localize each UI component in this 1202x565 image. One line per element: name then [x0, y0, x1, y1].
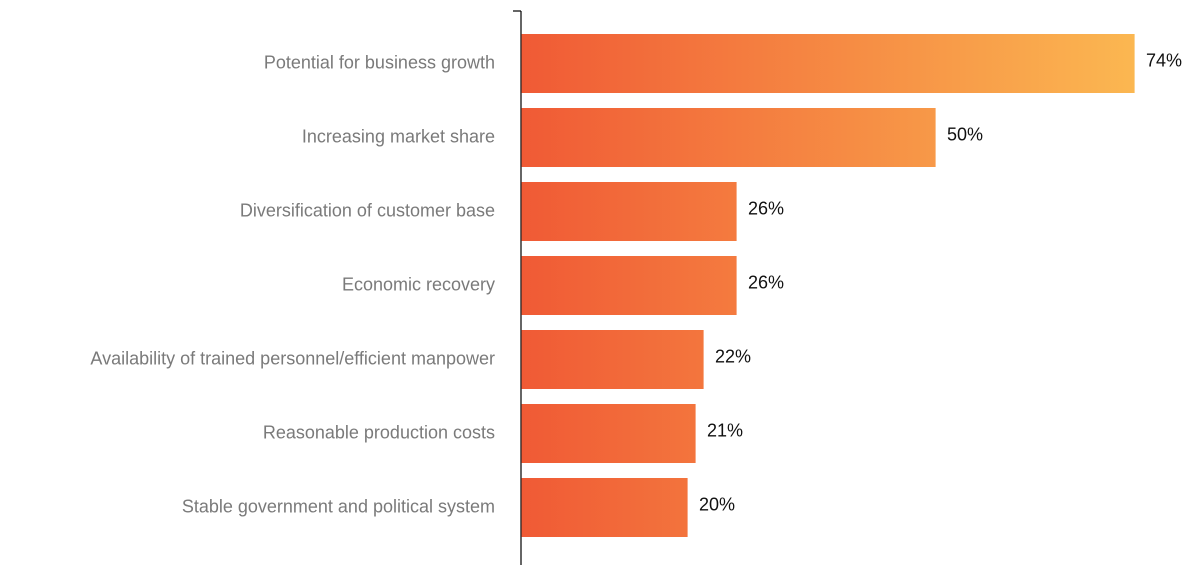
- value-label: 26%: [748, 272, 784, 292]
- bar: [521, 108, 936, 167]
- category-label: Increasing market share: [302, 126, 495, 146]
- y-axis: [513, 10, 522, 565]
- category-label: Diversification of customer base: [240, 200, 495, 220]
- category-label: Economic recovery: [342, 274, 495, 294]
- category-label: Stable government and political system: [182, 496, 495, 516]
- value-label: 74%: [1146, 50, 1182, 70]
- category-label: Reasonable production costs: [263, 422, 495, 442]
- category-labels: Potential for business growth Increasing …: [90, 52, 495, 516]
- bar: [521, 182, 737, 241]
- bars-group: [521, 34, 1135, 537]
- bar: [521, 256, 737, 315]
- category-label: Availability of trained personnel/effici…: [90, 348, 495, 368]
- bar: [521, 34, 1135, 93]
- value-label: 21%: [707, 420, 743, 440]
- value-label: 26%: [748, 198, 784, 218]
- bar: [521, 330, 704, 389]
- value-label: 22%: [715, 346, 751, 366]
- value-label: 50%: [947, 124, 983, 144]
- bar: [521, 478, 688, 537]
- category-label: Potential for business growth: [264, 52, 495, 72]
- value-labels: 74% 50% 26% 26% 22% 21% 20%: [699, 50, 1182, 514]
- bar: [521, 404, 696, 463]
- value-label: 20%: [699, 494, 735, 514]
